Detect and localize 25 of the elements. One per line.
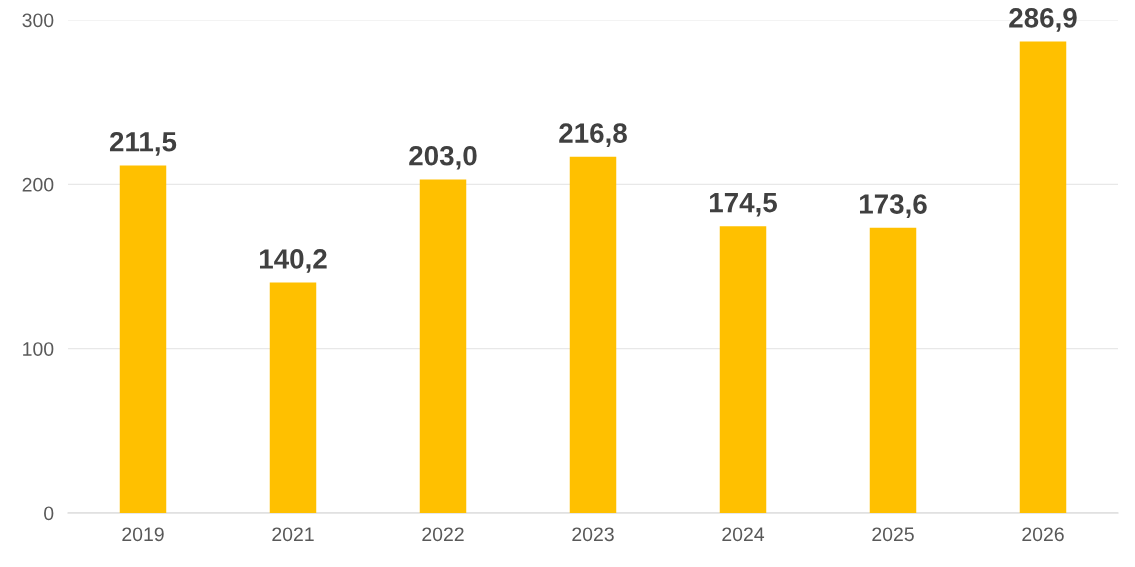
bar — [869, 227, 917, 513]
data-label: 211,5 — [109, 131, 177, 156]
x-tick-label: 2022 — [422, 527, 464, 542]
x-tick-label: 2023 — [572, 527, 614, 542]
bar — [119, 165, 167, 513]
data-label: 216,8 — [559, 123, 627, 147]
data-label: 203,0 — [409, 145, 477, 170]
x-tick-label: 2024 — [722, 527, 765, 542]
data-label: 174,5 — [710, 193, 777, 217]
x-tick-label: 2021 — [272, 527, 314, 542]
y-tick-label: 100 — [23, 342, 54, 356]
bar — [1019, 41, 1067, 513]
y-tick-label: 200 — [22, 177, 54, 192]
data-label: 173,6 — [860, 194, 927, 218]
x-tick-label: 2019 — [122, 527, 164, 542]
data-label: 286,9 — [1009, 8, 1077, 32]
bar — [569, 156, 617, 513]
bar — [269, 282, 317, 513]
x-tick-label: 2025 — [872, 527, 914, 542]
x-tick-label: 2026 — [1022, 527, 1064, 542]
bar — [419, 179, 467, 513]
bar — [719, 226, 767, 513]
data-label: 140,2 — [260, 249, 327, 273]
y-tick-label: 300 — [22, 13, 54, 28]
y-tick-label: 0 — [44, 506, 54, 521]
